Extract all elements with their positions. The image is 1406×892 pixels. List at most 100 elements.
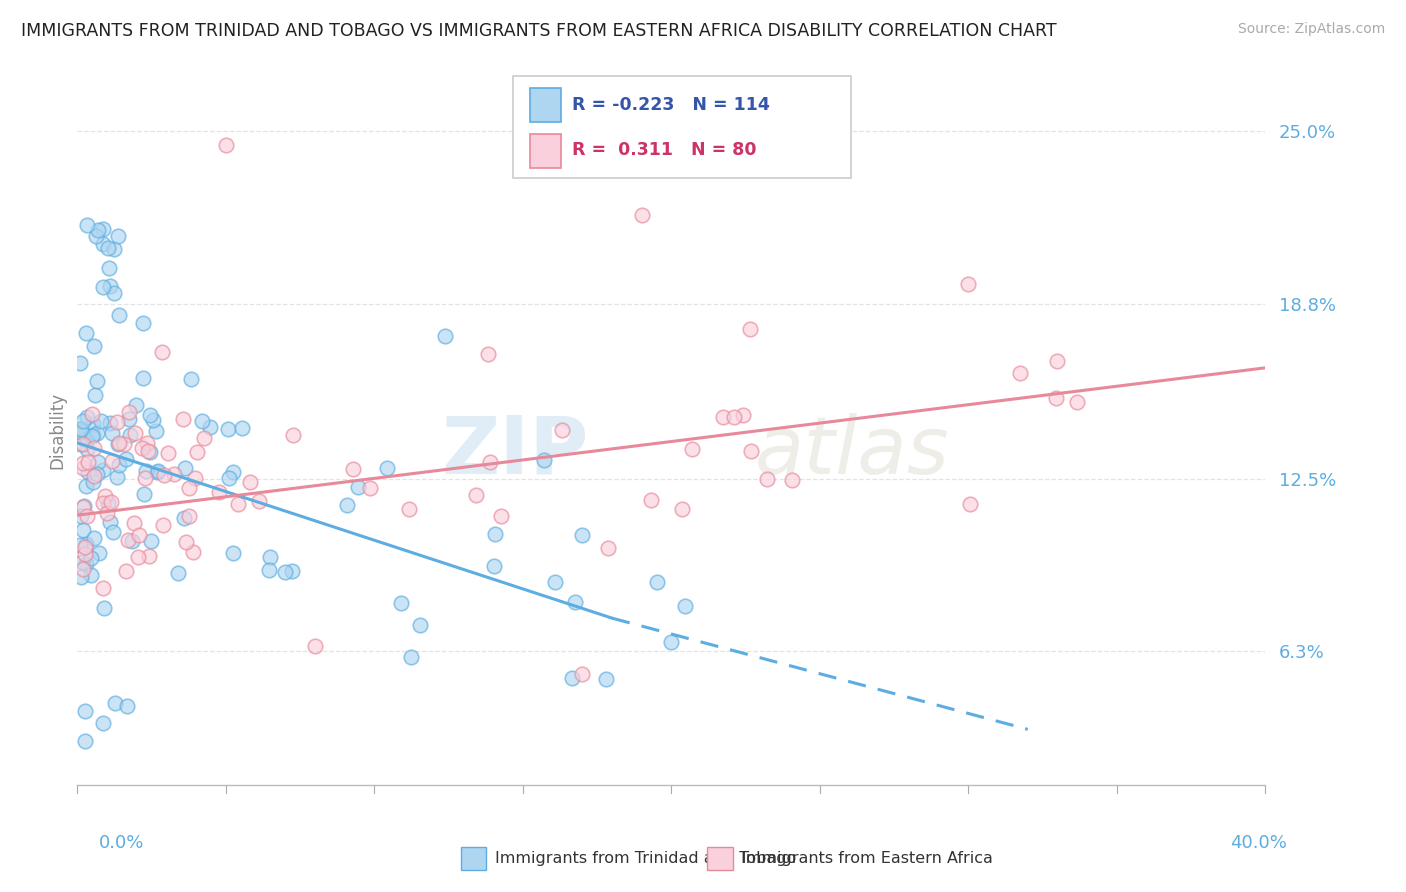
- Point: [117, 698, 139, 713]
- Point: [73, 499, 96, 513]
- Point: [409, 617, 432, 632]
- Point: [239, 475, 262, 490]
- Point: [342, 462, 364, 476]
- Point: [91, 495, 114, 509]
- Point: [87, 222, 110, 236]
- Point: [100, 495, 122, 509]
- Text: 40.0%: 40.0%: [1230, 834, 1286, 852]
- Point: [72, 413, 94, 427]
- Point: [75, 326, 97, 340]
- Point: [77, 465, 100, 479]
- Point: [86, 467, 108, 481]
- Text: 0.0%: 0.0%: [98, 834, 143, 852]
- Point: [121, 534, 143, 549]
- Point: [595, 672, 617, 686]
- Point: [139, 408, 162, 422]
- Point: [959, 498, 981, 512]
- Point: [104, 696, 127, 710]
- Point: [97, 496, 120, 510]
- Point: [465, 488, 488, 502]
- Point: [112, 437, 135, 451]
- Point: [70, 555, 93, 569]
- Point: [484, 559, 506, 574]
- Point: [231, 421, 253, 435]
- Point: [96, 506, 118, 520]
- Point: [217, 422, 239, 436]
- Point: [551, 423, 574, 437]
- Point: [117, 533, 139, 548]
- Point: [146, 464, 169, 478]
- Point: [281, 427, 304, 442]
- Point: [630, 208, 652, 222]
- Point: [124, 425, 146, 440]
- Point: [135, 435, 157, 450]
- Point: [72, 456, 94, 470]
- Point: [101, 525, 124, 540]
- Point: [1008, 366, 1031, 380]
- Point: [136, 444, 159, 458]
- Point: [1066, 395, 1088, 409]
- Point: [671, 501, 693, 516]
- Point: [114, 565, 136, 579]
- Point: [398, 501, 420, 516]
- Text: Source: ZipAtlas.com: Source: ZipAtlas.com: [1237, 22, 1385, 37]
- Y-axis label: Disability: Disability: [48, 392, 66, 469]
- Point: [156, 446, 179, 460]
- Point: [142, 413, 165, 427]
- Point: [101, 426, 124, 441]
- Point: [673, 599, 696, 613]
- Point: [478, 455, 501, 469]
- Point: [82, 475, 104, 490]
- Point: [77, 455, 100, 469]
- Point: [180, 372, 202, 386]
- Point: [377, 461, 399, 475]
- Point: [740, 321, 762, 335]
- Point: [73, 733, 96, 747]
- Point: [184, 471, 207, 485]
- Point: [780, 473, 803, 487]
- Point: [75, 479, 97, 493]
- Point: [69, 509, 91, 524]
- Point: [69, 425, 91, 439]
- Point: [91, 280, 114, 294]
- Point: [647, 574, 669, 589]
- Point: [304, 639, 326, 653]
- Point: [69, 538, 91, 552]
- Point: [83, 339, 105, 353]
- Point: [399, 649, 422, 664]
- Point: [166, 566, 188, 581]
- Point: [659, 634, 682, 648]
- Point: [93, 600, 115, 615]
- Point: [489, 509, 512, 524]
- Point: [118, 412, 141, 426]
- Point: [731, 408, 754, 422]
- Point: [153, 468, 176, 483]
- Point: [177, 508, 200, 523]
- Point: [118, 405, 141, 419]
- Point: [72, 500, 94, 514]
- Point: [711, 410, 734, 425]
- Point: [107, 437, 129, 451]
- Point: [72, 561, 94, 575]
- Point: [69, 421, 91, 435]
- Text: IMMIGRANTS FROM TRINIDAD AND TOBAGO VS IMMIGRANTS FROM EASTERN AFRICA DISABILITY: IMMIGRANTS FROM TRINIDAD AND TOBAGO VS I…: [21, 22, 1057, 40]
- Point: [120, 428, 142, 442]
- Point: [108, 458, 131, 472]
- Point: [73, 433, 96, 447]
- Point: [72, 523, 94, 537]
- Point: [640, 492, 662, 507]
- Text: R = -0.223   N = 114: R = -0.223 N = 114: [572, 95, 770, 113]
- Point: [193, 431, 215, 445]
- Point: [69, 356, 91, 370]
- Point: [90, 413, 112, 427]
- Point: [103, 242, 125, 256]
- Point: [571, 666, 593, 681]
- Point: [477, 347, 499, 361]
- Point: [86, 455, 108, 469]
- Point: [259, 550, 281, 565]
- Point: [681, 442, 703, 456]
- Point: [108, 435, 131, 450]
- Point: [124, 516, 146, 530]
- Point: [564, 595, 586, 609]
- Point: [138, 445, 160, 459]
